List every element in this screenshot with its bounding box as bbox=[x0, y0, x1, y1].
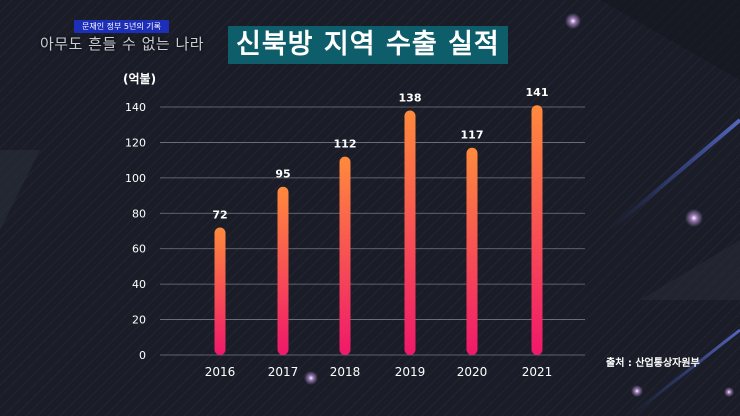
data-label-2021: 141 bbox=[526, 86, 549, 99]
bar-2018 bbox=[339, 156, 351, 355]
bar-2019 bbox=[404, 110, 416, 356]
bar-2017 bbox=[277, 186, 289, 355]
y-tick-label: 120 bbox=[125, 136, 146, 149]
sparkle bbox=[685, 209, 703, 227]
y-tick-label: 0 bbox=[139, 349, 146, 362]
y-tick-label: 140 bbox=[125, 101, 146, 114]
y-tick-label: 40 bbox=[132, 278, 146, 291]
chart-source: 출처 : 산업통상자원부 bbox=[606, 358, 700, 369]
x-tick-label-2020: 2020 bbox=[457, 365, 488, 379]
data-label-2016: 72 bbox=[212, 208, 227, 221]
program-badge: 문재인 정부 5년의 기록 bbox=[74, 20, 169, 33]
y-tick-label: 60 bbox=[132, 243, 146, 256]
x-tick-label-2017: 2017 bbox=[268, 365, 299, 379]
x-tick-label-2019: 2019 bbox=[395, 365, 426, 379]
sparkle bbox=[631, 385, 643, 397]
light-streak bbox=[629, 328, 740, 416]
bar-2021 bbox=[531, 105, 543, 355]
data-label-2020: 117 bbox=[461, 129, 484, 142]
sparkle bbox=[304, 371, 318, 385]
y-tick-label: 100 bbox=[125, 172, 146, 185]
y-tick-label: 20 bbox=[132, 314, 146, 327]
chart-title: 신북방 지역 수출 실적 bbox=[228, 26, 508, 64]
sparkle bbox=[724, 387, 734, 397]
decor-shape bbox=[600, 0, 740, 80]
y-axis-unit: (억불) bbox=[123, 72, 157, 86]
x-tick-label-2018: 2018 bbox=[330, 365, 361, 379]
bar-2020 bbox=[466, 147, 478, 355]
light-streak bbox=[608, 118, 740, 232]
y-tick-label: 80 bbox=[132, 207, 146, 220]
bar-2016 bbox=[214, 227, 226, 355]
x-tick-label-2021: 2021 bbox=[522, 365, 553, 379]
x-tick-label-2016: 2016 bbox=[205, 365, 236, 379]
data-label-2017: 95 bbox=[275, 168, 290, 181]
decor-shape bbox=[0, 150, 40, 230]
decor-shape bbox=[640, 240, 740, 300]
data-label-2019: 138 bbox=[399, 92, 422, 105]
sparkle bbox=[565, 13, 581, 29]
program-title: 아무도 흔들 수 없는 나라 bbox=[40, 35, 205, 53]
data-label-2018: 112 bbox=[334, 138, 357, 151]
